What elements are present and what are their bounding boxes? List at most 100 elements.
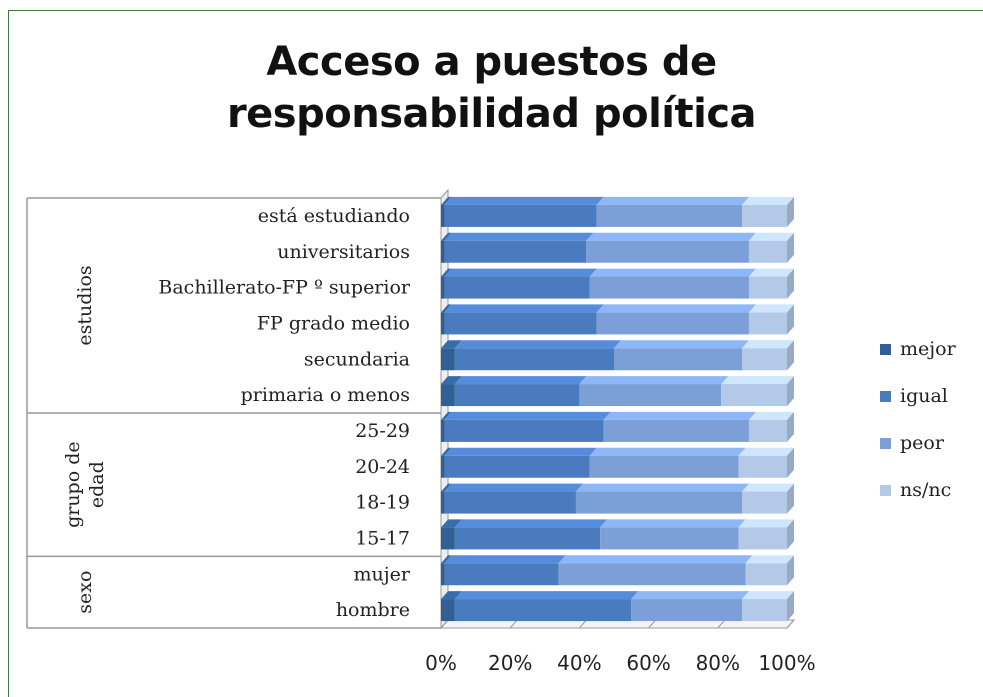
bar-segment-ns/nc [721, 384, 787, 406]
plot-floor [441, 620, 794, 628]
bar-top-ns/nc [721, 376, 794, 384]
bar-segment-igual [455, 384, 580, 406]
bar-top-ns/nc [749, 304, 794, 312]
bar-segment-mejor [441, 492, 444, 514]
bar-segment-ns/nc [742, 599, 787, 621]
bar-segment-peor [600, 527, 738, 549]
bar-top-ns/nc [739, 519, 794, 527]
x-tick-label: 60% [626, 651, 670, 675]
bar-top-igual [455, 591, 638, 599]
bar-segment-peor [579, 384, 721, 406]
bar-top-peor [586, 233, 756, 241]
bar-segment-igual [444, 456, 589, 478]
bar-segment-igual [455, 348, 614, 370]
bar-top-ns/nc [742, 340, 794, 348]
bar-top-ns/nc [739, 448, 794, 456]
bar-segment-ns/nc [749, 241, 787, 263]
bar-top-peor [576, 484, 749, 492]
bar-top-igual [444, 197, 603, 205]
bar-segment-ns/nc [739, 456, 787, 478]
legend-swatch-ns/nc [880, 485, 891, 496]
category-label: secundaria [304, 348, 410, 370]
category-label: 20-24 [355, 456, 410, 478]
bar-segment-peor [559, 563, 746, 585]
bar-segment-ns/nc [745, 563, 787, 585]
bar-top-igual [455, 519, 607, 527]
bar-segment-ns/nc [739, 527, 787, 549]
bar-segment-mejor [441, 205, 444, 227]
x-tick-label: 40% [557, 651, 601, 675]
category-label: hombre [336, 599, 410, 621]
bar-top-peor [590, 269, 756, 277]
legend-swatch-igual [880, 391, 891, 402]
bar-top-peor [597, 197, 749, 205]
bar-segment-ns/nc [742, 205, 787, 227]
legend-label-ns/nc: ns/nc [900, 479, 951, 501]
x-tick-label: 100% [758, 651, 815, 675]
bar-segment-mejor [441, 599, 455, 621]
category-label: 25-29 [355, 420, 410, 442]
bar-top-peor [600, 519, 745, 527]
group-label: estudios [74, 265, 96, 345]
bar-top-peor [597, 304, 756, 312]
bar-segment-igual [444, 205, 596, 227]
category-label: Bachillerato-FP º superior [158, 277, 411, 299]
bar-segment-peor [597, 205, 742, 227]
bar-segment-peor [576, 492, 742, 514]
bar-top-ns/nc [749, 412, 794, 420]
bar-segment-igual [444, 420, 603, 442]
x-tick-label: 80% [696, 651, 740, 675]
bar-segment-mejor [441, 312, 444, 334]
bar-segment-igual [444, 277, 589, 299]
x-tick-label: 0% [425, 651, 457, 675]
bar-segment-peor [590, 277, 749, 299]
bar-top-ns/nc [742, 591, 794, 599]
bar-top-igual [444, 555, 565, 563]
bar-top-igual [444, 448, 596, 456]
legend-swatch-peor [880, 438, 891, 449]
bar-segment-mejor [441, 420, 444, 442]
group-label: sexo [74, 571, 96, 614]
bar-segment-peor [614, 348, 742, 370]
bar-top-peor [579, 376, 728, 384]
bar-top-ns/nc [749, 269, 794, 277]
group-label: grupo de [62, 441, 84, 528]
bar-top-peor [604, 412, 756, 420]
bar-segment-mejor [441, 563, 444, 585]
category-label: primaria o menos [241, 384, 410, 406]
bar-segment-mejor [441, 527, 455, 549]
category-label: FP grado medio [257, 312, 410, 334]
legend-swatch-mejor [880, 344, 891, 355]
bar-top-ns/nc [745, 555, 794, 563]
bar-segment-ns/nc [742, 348, 787, 370]
bar-segment-mejor [441, 384, 455, 406]
bar-segment-mejor [441, 456, 444, 478]
bar-segment-igual [444, 492, 575, 514]
bar-segment-igual [444, 241, 586, 263]
bar-top-igual [455, 376, 587, 384]
bar-segment-ns/nc [749, 420, 787, 442]
group-label: edad [86, 461, 108, 508]
bar-top-ns/nc [742, 484, 794, 492]
bar-segment-mejor [441, 277, 444, 299]
bar-top-peor [559, 555, 753, 563]
bar-segment-igual [455, 527, 600, 549]
bar-segment-igual [444, 312, 596, 334]
bar-segment-ns/nc [742, 492, 787, 514]
bar-top-igual [444, 484, 582, 492]
category-label: está estudiando [258, 205, 410, 227]
category-label: 18-19 [355, 492, 410, 514]
category-label: 15-17 [355, 527, 410, 549]
bar-top-igual [455, 340, 621, 348]
bar-top-igual [444, 233, 593, 241]
category-label: mujer [354, 563, 411, 585]
legend-label-peor: peor [900, 432, 945, 454]
bar-segment-ns/nc [749, 312, 787, 334]
x-tick-label: 20% [488, 651, 532, 675]
bar-segment-peor [604, 420, 749, 442]
bar-segment-mejor [441, 348, 455, 370]
bar-top-peor [590, 448, 746, 456]
bar-segment-peor [631, 599, 742, 621]
bar-top-igual [444, 269, 596, 277]
bar-top-peor [614, 340, 749, 348]
